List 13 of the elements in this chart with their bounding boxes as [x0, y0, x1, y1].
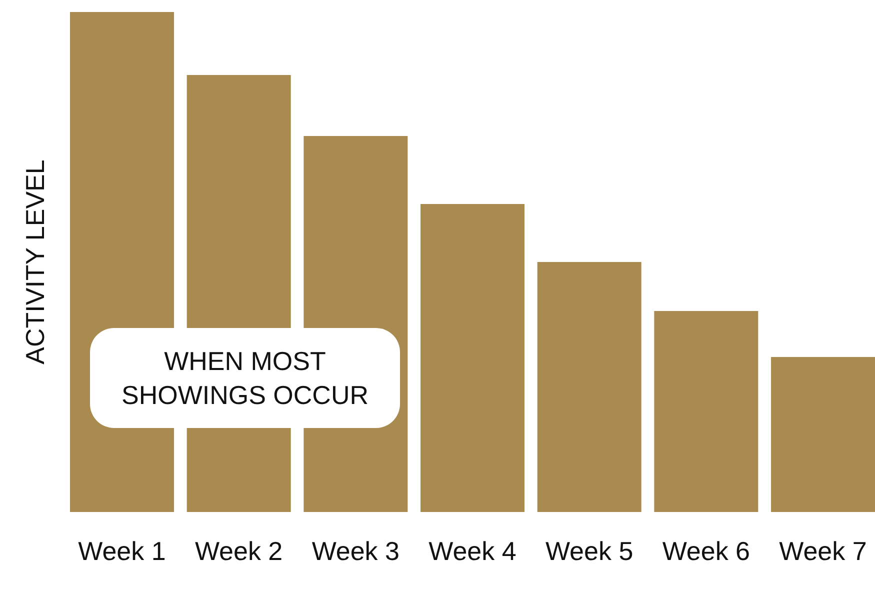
x-tick-label: Week 7 [779, 536, 867, 566]
bar [654, 311, 758, 512]
x-tick-label: Week 3 [312, 536, 400, 566]
y-axis-title: ACTIVITY LEVEL [20, 160, 50, 364]
bar [420, 204, 524, 512]
bar [537, 262, 642, 512]
x-tick-label: Week 5 [545, 536, 634, 566]
x-tick-label: Week 1 [78, 536, 166, 566]
bar [771, 357, 875, 512]
x-tick-label: Week 4 [428, 536, 516, 566]
x-tick-label: Week 6 [662, 536, 750, 566]
x-tick-label: Week 2 [194, 536, 283, 566]
annotation: WHEN MOST SHOWINGS OCCUR [122, 346, 368, 410]
